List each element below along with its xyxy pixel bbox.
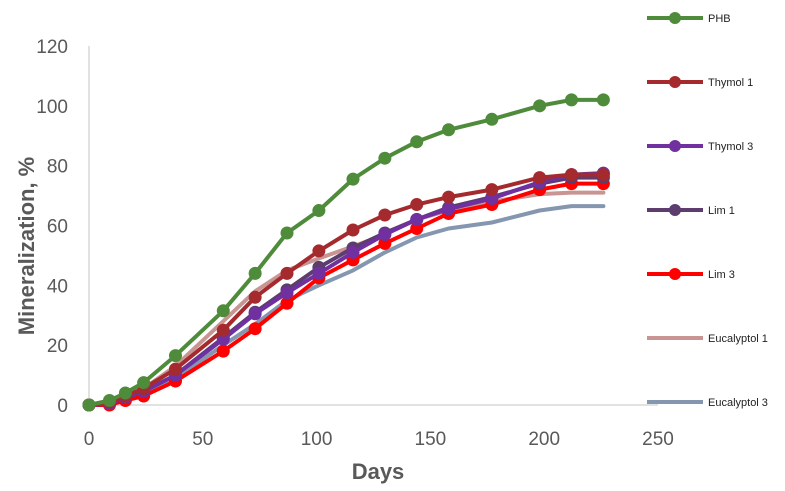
data-point-thymol-1 — [280, 266, 294, 280]
legend-label: Thymol 3 — [708, 141, 753, 153]
legend-swatch-marker — [669, 140, 681, 152]
data-point-thymol-1 — [216, 323, 230, 337]
data-point-phb — [596, 93, 610, 107]
axes: 0 20 40 60 80 100 120 0 50 100 150 200 250 — [36, 37, 674, 450]
legend-label: Eucalyptol 1 — [708, 333, 768, 345]
data-point-lim-3 — [216, 344, 230, 358]
data-point-thymol-3 — [378, 227, 392, 241]
data-point-thymol-1 — [346, 223, 360, 237]
data-point-lim-3 — [280, 296, 294, 310]
data-point-thymol-1 — [168, 362, 182, 376]
data-point-phb — [346, 172, 360, 186]
data-point-phb — [82, 398, 96, 412]
legend-item-thymol-3: Thymol 3 — [647, 140, 753, 153]
data-point-phb — [312, 204, 326, 218]
x-tick-label: 100 — [301, 429, 333, 450]
data-point-thymol-3 — [312, 266, 326, 280]
y-tick-label: 60 — [47, 217, 68, 238]
data-point-phb — [378, 151, 392, 165]
data-point-lim-3 — [378, 236, 392, 250]
y-tick-label: 0 — [57, 396, 68, 417]
data-point-phb — [533, 99, 547, 113]
x-tick-label: 150 — [415, 429, 447, 450]
y-tick-label: 20 — [47, 336, 68, 357]
legend-label: Lim 1 — [708, 205, 735, 217]
data-point-lim-3 — [248, 322, 262, 336]
data-point-thymol-3 — [248, 307, 262, 321]
x-axis-title: Days — [352, 459, 405, 484]
data-point-thymol-1 — [565, 168, 579, 182]
data-point-thymol-3 — [442, 202, 456, 216]
y-tick-label: 80 — [47, 157, 68, 178]
data-point-thymol-3 — [280, 286, 294, 300]
x-tick-label: 0 — [84, 429, 95, 450]
x-tick-label: 250 — [642, 429, 674, 450]
legend-item-phb: PHB — [647, 12, 731, 25]
data-point-lim-3 — [410, 221, 424, 235]
data-point-thymol-1 — [596, 168, 610, 182]
legend-label: PHB — [708, 13, 731, 25]
y-tick-label: 100 — [36, 97, 68, 118]
data-point-phb — [118, 386, 132, 400]
data-point-thymol-1 — [485, 183, 499, 197]
legend: PHB Thymol 1 Thymol 3 Lim 1 Lim 3 Eucalyptol … — [647, 12, 768, 409]
data-point-phb — [168, 349, 182, 363]
y-tick-label: 40 — [47, 276, 68, 297]
legend-item-lim-1: Lim 1 — [647, 204, 735, 217]
data-point-phb — [442, 123, 456, 137]
data-point-phb — [248, 266, 262, 280]
data-point-thymol-3 — [485, 192, 499, 206]
data-point-phb — [280, 226, 294, 240]
legend-item-lim-3: Lim 3 — [647, 268, 735, 281]
series-phb — [82, 93, 610, 412]
data-point-thymol-1 — [533, 171, 547, 185]
legend-swatch-marker — [669, 268, 681, 280]
legend-label: Eucalyptol 3 — [708, 397, 768, 409]
data-point-thymol-1 — [378, 208, 392, 222]
legend-swatch-marker — [669, 204, 681, 216]
series-thymol-1 — [82, 168, 610, 412]
data-point-thymol-1 — [442, 190, 456, 204]
data-point-phb — [485, 112, 499, 126]
data-point-phb — [102, 394, 116, 408]
legend-item-eucalyptol-3: Eucalyptol 3 — [647, 397, 768, 409]
x-tick-label: 200 — [528, 429, 560, 450]
data-point-thymol-3 — [346, 245, 360, 259]
data-point-thymol-1 — [248, 290, 262, 304]
x-tick-label: 50 — [192, 429, 213, 450]
y-tick-label: 120 — [36, 37, 68, 58]
series-layer — [82, 93, 610, 412]
data-point-thymol-1 — [312, 244, 326, 258]
legend-label: Thymol 1 — [708, 77, 753, 89]
legend-swatch-marker — [669, 76, 681, 88]
data-point-thymol-1 — [410, 198, 424, 212]
y-axis-title: Mineralization, % — [14, 157, 39, 335]
data-point-phb — [216, 304, 230, 318]
data-point-phb — [565, 93, 579, 107]
data-point-thymol-3 — [216, 332, 230, 346]
data-point-phb — [410, 135, 424, 149]
legend-item-thymol-1: Thymol 1 — [647, 76, 753, 89]
legend-label: Lim 3 — [708, 269, 735, 281]
data-point-thymol-3 — [410, 213, 424, 227]
legend-swatch-marker — [669, 12, 681, 24]
legend-item-eucalyptol-1: Eucalyptol 1 — [647, 333, 768, 345]
data-point-phb — [137, 376, 151, 390]
